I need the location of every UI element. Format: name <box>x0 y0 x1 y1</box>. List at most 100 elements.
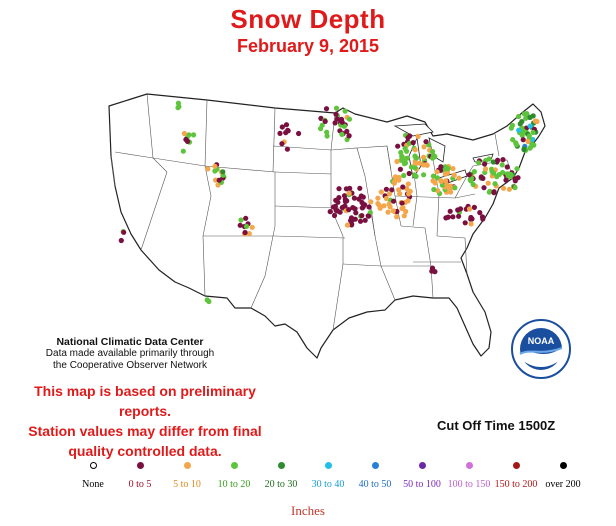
station-dot <box>343 186 349 192</box>
legend-swatch <box>277 462 285 469</box>
station-dot <box>375 195 381 201</box>
station-dot <box>420 154 427 160</box>
station-dot <box>512 184 518 191</box>
legend-swatch <box>418 462 426 469</box>
station-dot <box>527 114 533 120</box>
station-dot <box>525 138 531 144</box>
station-dot <box>396 177 402 183</box>
station-dot <box>319 122 325 128</box>
station-dot <box>500 185 507 191</box>
station-dot <box>444 182 450 188</box>
station-dot <box>405 198 411 204</box>
station-dot <box>466 206 473 212</box>
station-dot <box>357 185 363 191</box>
station-dot <box>296 130 302 137</box>
legend-item: over 200 <box>538 462 588 490</box>
station-dot <box>442 164 448 170</box>
station-dot <box>516 113 522 120</box>
legend-label: 40 to 50 <box>358 479 392 490</box>
station-dot <box>342 108 348 114</box>
warning-line-2: Station values may differ from final <box>28 423 262 439</box>
state-boundaries <box>110 93 514 331</box>
station-dot <box>333 111 339 117</box>
station-dot <box>492 181 498 187</box>
conus-outline <box>108 93 546 359</box>
station-dot <box>344 128 350 134</box>
station-dot <box>339 119 345 125</box>
station-dot <box>483 166 489 172</box>
station-dot <box>336 195 342 201</box>
station-dot <box>360 204 366 210</box>
station-dot <box>237 222 243 228</box>
station-dot <box>243 223 250 229</box>
station-dot <box>520 137 526 143</box>
map-title: Snow Depth <box>230 4 386 34</box>
station-dot <box>482 161 488 167</box>
station-dot <box>399 200 405 206</box>
station-dot <box>184 138 191 144</box>
station-dot <box>487 188 493 194</box>
station-dot <box>186 132 192 138</box>
station-dot <box>332 120 338 126</box>
station-dot <box>417 160 423 166</box>
us-snow-depth-map <box>108 93 546 359</box>
station-dot <box>524 111 530 117</box>
station-dot <box>438 178 444 184</box>
station-dot <box>526 133 532 139</box>
station-dot <box>503 177 509 183</box>
station-dot <box>471 204 477 210</box>
station-dot <box>386 191 392 197</box>
legend-label: 150 to 200 <box>494 479 538 490</box>
legend-item: 0 to 5 <box>115 462 165 490</box>
station-dot <box>351 195 357 201</box>
station-dot <box>322 118 328 124</box>
station-dot <box>512 178 518 184</box>
station-dot <box>468 216 474 222</box>
station-dot <box>283 122 290 128</box>
station-dot <box>394 158 400 165</box>
legend-item: 30 to 40 <box>303 462 353 490</box>
legend-item: 150 to 200 <box>491 462 541 490</box>
station-dot <box>324 129 330 135</box>
station-dot <box>204 297 210 303</box>
station-dot <box>506 186 512 192</box>
legend-item: 50 to 100 <box>397 462 447 490</box>
legend-swatch <box>559 462 567 469</box>
legend-item: 100 to 150 <box>444 462 494 490</box>
station-dot <box>175 100 181 106</box>
station-dot <box>412 165 418 171</box>
station-dot <box>480 175 486 181</box>
station-dot <box>410 140 416 146</box>
station-dot <box>491 170 497 176</box>
station-dot <box>399 153 405 159</box>
station-dot <box>423 139 429 145</box>
legend-label: 0 to 5 <box>128 479 152 490</box>
station-dot <box>514 166 520 172</box>
station-dot <box>530 129 536 135</box>
station-dot <box>342 198 348 205</box>
data-credit: National Climatic Data Center Data made … <box>20 336 240 372</box>
station-dot <box>383 186 389 192</box>
station-dot <box>353 210 359 216</box>
station-dot <box>284 146 290 152</box>
station-dot <box>279 141 285 147</box>
legend-swatch <box>512 462 520 469</box>
station-dot <box>452 185 458 191</box>
station-dot <box>242 229 248 236</box>
station-dot <box>421 172 427 178</box>
station-dot <box>334 208 341 214</box>
station-dot <box>121 229 127 235</box>
noaa-logo-icon: NOAA <box>511 319 571 379</box>
station-dot <box>283 130 289 136</box>
station-dot <box>238 217 244 223</box>
station-dot <box>500 169 506 176</box>
station-dot <box>335 199 341 205</box>
station-dot <box>368 199 374 205</box>
station-dot <box>432 269 438 275</box>
station-dot <box>490 159 496 165</box>
station-dot <box>421 144 427 150</box>
station-dot <box>346 116 353 122</box>
station-dot <box>466 172 472 178</box>
station-dot <box>344 222 351 228</box>
station-dot <box>336 186 342 192</box>
